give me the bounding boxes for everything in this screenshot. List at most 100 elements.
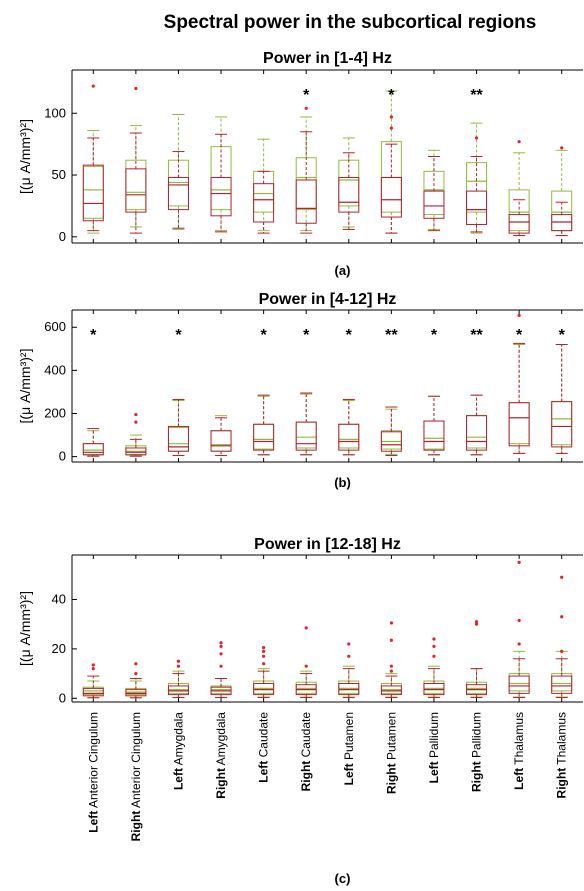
category-region: Amygdala [171, 712, 185, 768]
box-b [551, 575, 573, 699]
outlier-point [262, 654, 266, 658]
significance-marker: * [388, 87, 395, 104]
category-side: Right [214, 768, 228, 799]
box-a [551, 149, 573, 237]
category-side: Right [555, 768, 569, 799]
box-iqr [423, 682, 445, 696]
category-side: Left [342, 763, 356, 785]
box-b [253, 394, 275, 456]
category-side: Right [129, 811, 143, 842]
box-iqr [253, 423, 275, 450]
outlier-point [474, 136, 479, 140]
outlier-point [262, 646, 266, 650]
category-label: Left Pallidum [427, 712, 441, 783]
outlier-point [517, 618, 521, 623]
box-b [423, 395, 445, 456]
box-b [253, 170, 275, 234]
box-iqr [338, 423, 360, 449]
box-b [380, 115, 402, 234]
box-a [82, 680, 104, 699]
y-tick-label: 200 [44, 405, 66, 420]
box-b [423, 156, 445, 232]
category-region: Anterior Cingulum [129, 712, 143, 811]
category-side: Left [512, 768, 526, 790]
panel-title: Power in [1-4] Hz [263, 50, 392, 67]
box-iqr [125, 689, 147, 697]
panel-label: (b) [334, 475, 351, 490]
box-iqr [551, 190, 573, 232]
box-b [167, 398, 189, 457]
box-iqr [125, 168, 147, 213]
significance-marker: ** [470, 87, 483, 104]
box-b [338, 642, 360, 699]
box-iqr [508, 402, 530, 445]
significance-marker: * [303, 87, 310, 104]
outlier-point [347, 654, 351, 658]
significance-marker: * [559, 327, 566, 344]
box-iqr [423, 190, 445, 219]
outlier-point [176, 659, 181, 663]
outlier-point [560, 649, 564, 653]
box-b [466, 394, 488, 456]
category-region: Caudate [299, 712, 313, 761]
y-axis-label: [(μ A/mm³)²] [17, 119, 33, 194]
box-iqr [380, 430, 402, 450]
box-b [466, 620, 488, 699]
box-iqr [423, 170, 445, 216]
significance-marker: * [261, 327, 268, 344]
figure-title: Spectral power in the subcortical region… [164, 12, 537, 33]
outlier-point [389, 669, 393, 673]
box-b [82, 84, 104, 232]
box-iqr [380, 685, 402, 696]
box-iqr [167, 427, 189, 452]
outlier-point [517, 642, 521, 646]
category-region: Amygdala [214, 712, 228, 768]
box-iqr [338, 177, 360, 213]
y-tick-label: 40 [52, 591, 66, 606]
outlier-point [91, 663, 95, 667]
box-iqr [508, 402, 530, 447]
category-side: Left [171, 768, 185, 790]
category-label: Left Amygdala [171, 712, 185, 790]
category-region: Putamen [384, 712, 398, 763]
box-iqr [551, 401, 573, 446]
box-iqr [508, 214, 530, 234]
box-b [125, 662, 147, 699]
box-b [380, 621, 402, 699]
outlier-point [347, 642, 351, 646]
box-b [508, 560, 530, 699]
outlier-point [134, 420, 138, 424]
outlier-point [389, 115, 393, 119]
box-b [338, 398, 360, 456]
box-iqr [167, 177, 189, 211]
box-iqr [82, 164, 104, 222]
outlier-point [432, 637, 436, 641]
outlier-point [474, 622, 479, 626]
box-iqr [125, 447, 147, 456]
box-iqr [253, 423, 275, 451]
y-tick-label: 0 [59, 449, 66, 464]
box-b [167, 659, 189, 699]
outlier-point [134, 662, 138, 666]
box-b [508, 140, 530, 237]
significance-marker: * [175, 327, 182, 344]
box-b [125, 412, 147, 457]
outlier-point [219, 652, 223, 656]
significance-marker: * [90, 327, 97, 344]
outlier-point [517, 560, 521, 565]
significance-marker: * [431, 327, 438, 344]
outlier-point [176, 664, 181, 668]
outlier-point [560, 146, 564, 150]
outlier-point [134, 86, 138, 91]
box-iqr [82, 443, 104, 456]
outlier-point [517, 313, 521, 317]
outlier-point [304, 626, 308, 630]
box-iqr [423, 420, 445, 451]
box-iqr [551, 401, 573, 448]
box-iqr [466, 415, 488, 449]
category-side: Right [299, 761, 313, 792]
y-tick-label: 50 [52, 167, 66, 182]
y-tick-label: 0 [59, 229, 66, 244]
y-axis-label: [(μ A/mm³)²] [17, 591, 33, 666]
